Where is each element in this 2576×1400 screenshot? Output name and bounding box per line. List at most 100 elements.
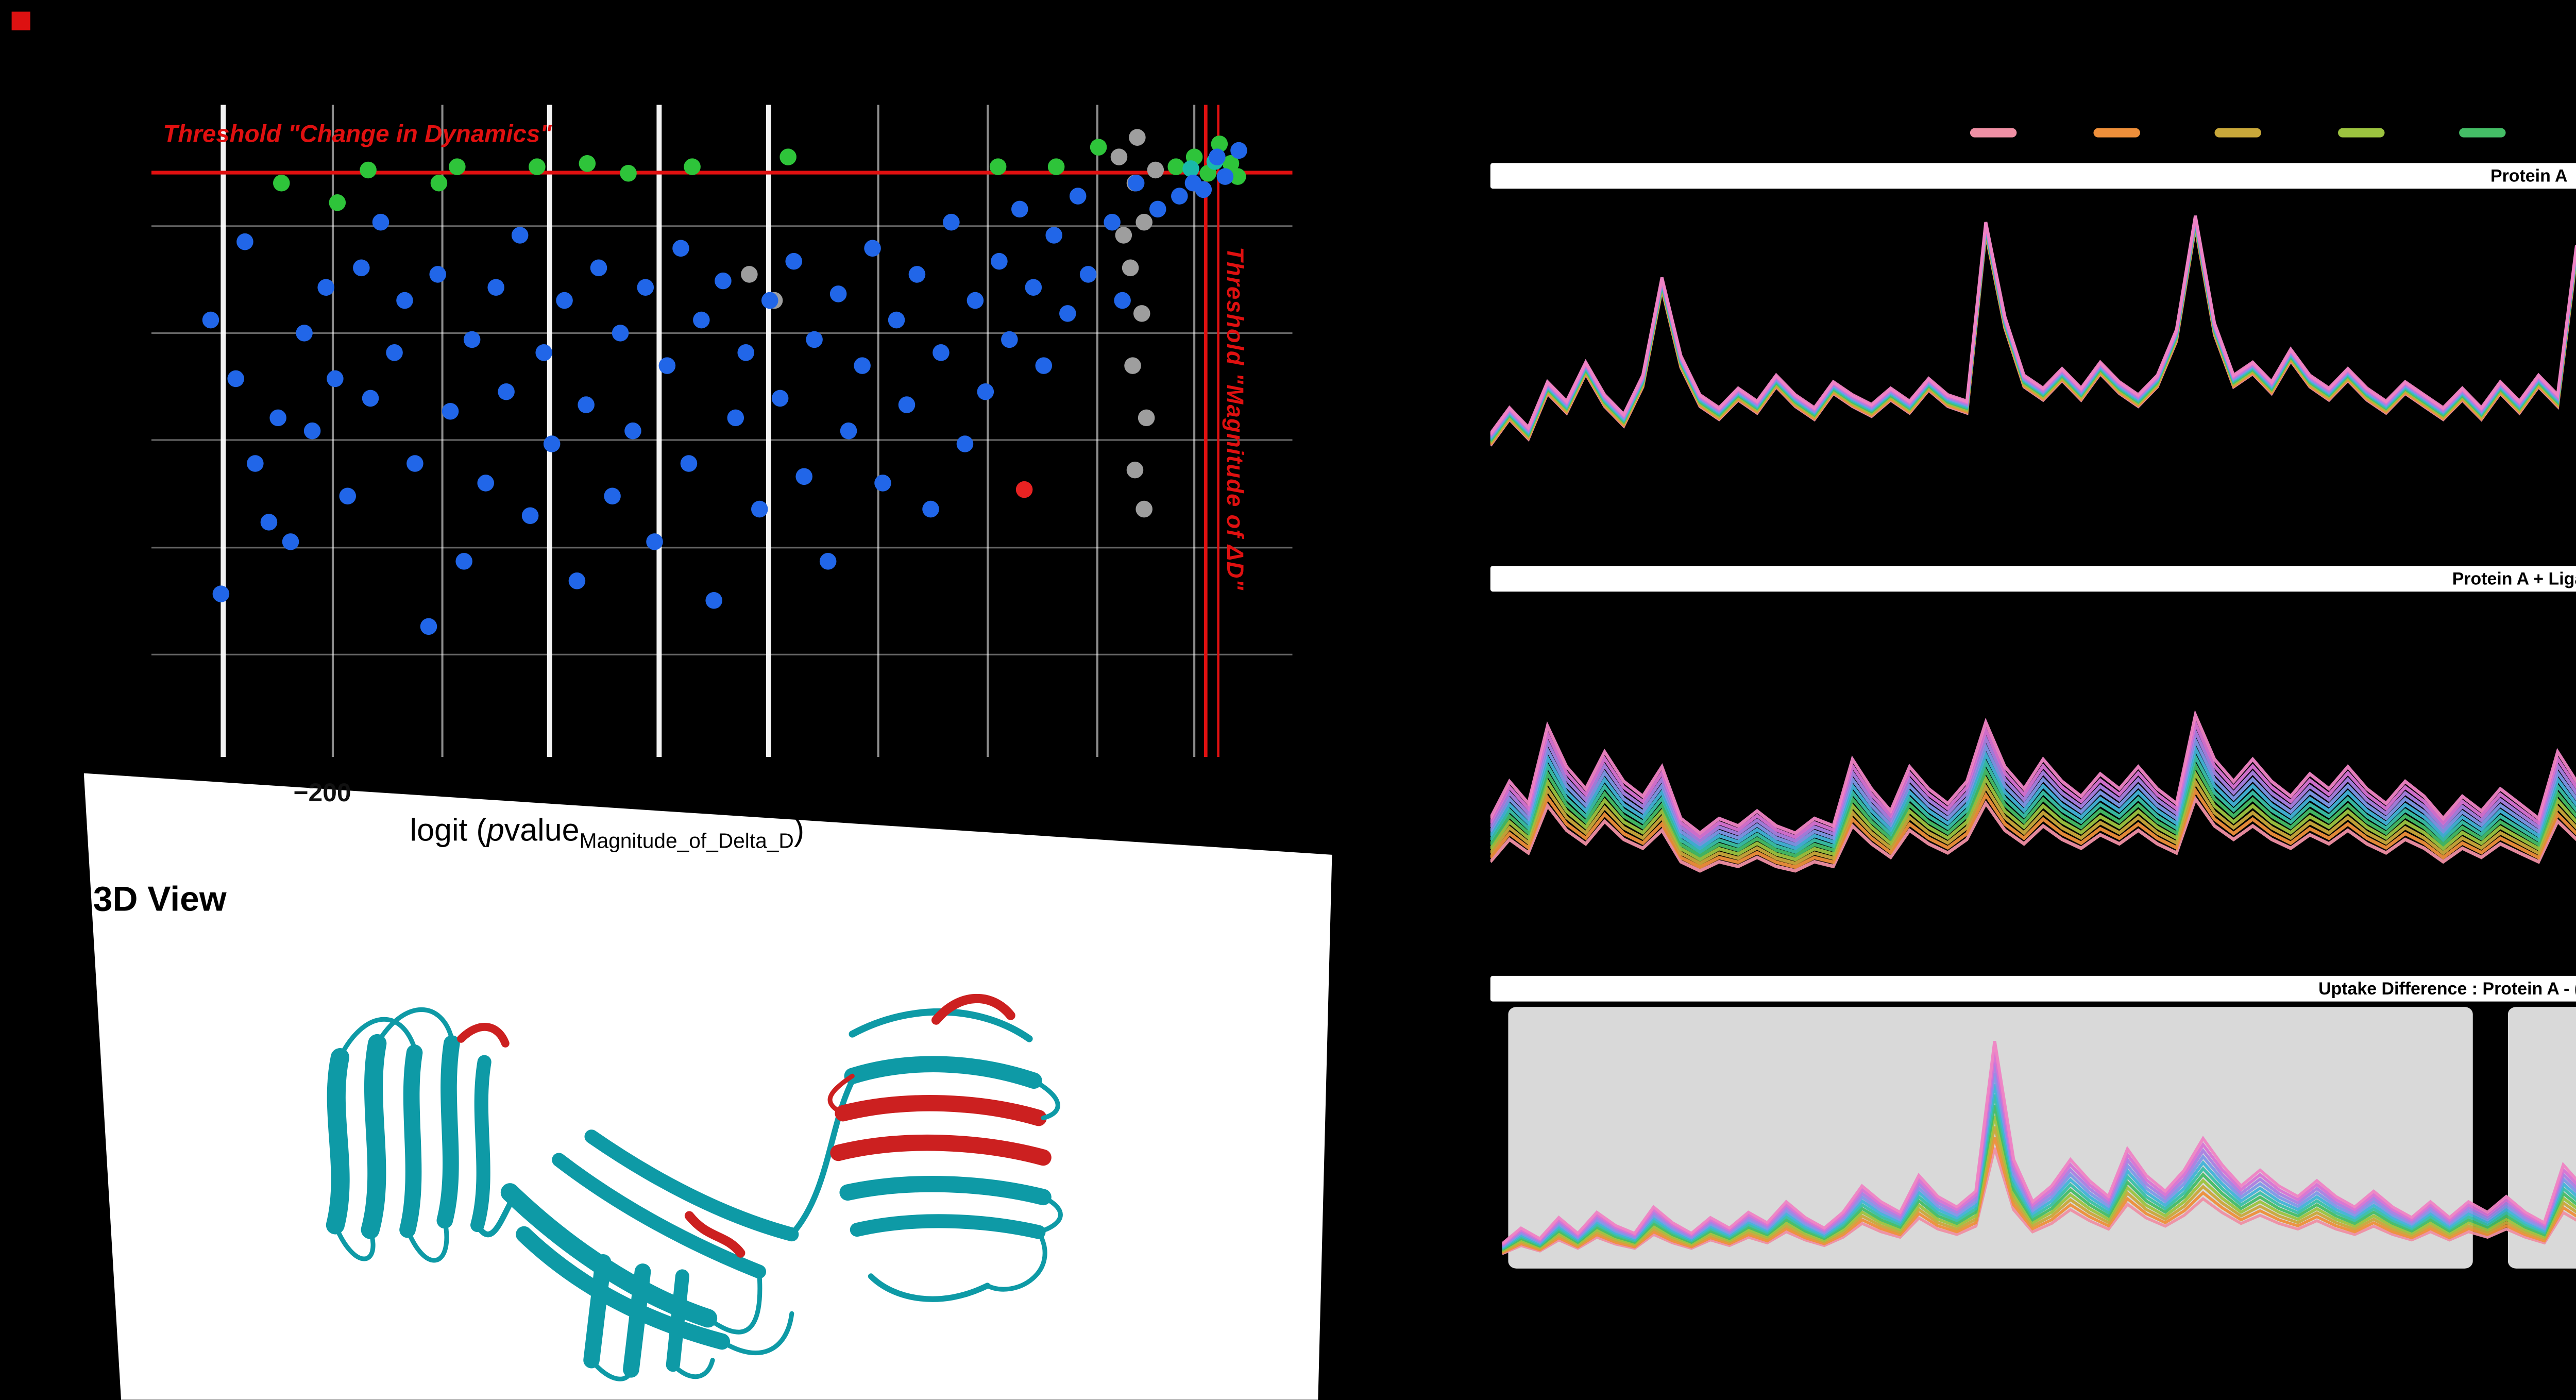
uptake-chart-protein-a[interactable] [1490,189,2576,543]
scatter-point[interactable] [372,213,389,231]
uptake-chart-protein-a-ligand[interactable] [1490,592,2576,941]
uptake-trace[interactable] [1502,1062,2576,1255]
scatter-point[interactable] [761,292,778,309]
scatter-point[interactable] [212,585,230,602]
scatter-point[interactable] [1182,160,1199,177]
scatter-point[interactable] [751,500,768,518]
scatter-point[interactable] [908,266,926,283]
scatter-point[interactable] [1122,259,1139,277]
scatter-point[interactable] [658,357,676,374]
scatter-point[interactable] [260,514,278,531]
scatter-point[interactable] [1211,136,1228,153]
scatter-point[interactable] [430,175,448,192]
scatter-point[interactable] [227,370,244,387]
scatter-point[interactable] [898,396,916,413]
scatter-point[interactable] [1229,168,1246,185]
scatter-point[interactable] [386,344,403,361]
uptake-trace[interactable] [1490,592,2576,835]
scatter-point[interactable] [1136,213,1153,231]
scatter-point[interactable] [1195,181,1212,198]
uptake-trace[interactable] [1502,1041,2576,1254]
scatter-point[interactable] [1138,409,1155,427]
scatter-point[interactable] [1090,139,1107,156]
scatter-point[interactable] [236,233,253,250]
scatter-point[interactable] [680,455,698,472]
uptake-trace[interactable] [1502,1094,2576,1257]
scatter-point[interactable] [1047,158,1065,175]
scatter-point[interactable] [1127,175,1145,192]
uptake-trace[interactable] [1490,215,2576,435]
scatter-point[interactable] [1126,461,1144,479]
uptake-trace[interactable] [1502,1126,2576,1258]
scatter-point[interactable] [1147,161,1164,179]
scatter-point[interactable] [362,390,379,407]
scatter-point[interactable] [1149,200,1166,218]
protein-3d-structure[interactable] [242,969,1127,1393]
scatter-point[interactable] [977,383,994,400]
scatter-point[interactable] [543,435,561,452]
scatter-point[interactable] [779,148,796,165]
scatter-point[interactable] [282,533,299,550]
scatter-point[interactable] [529,158,546,175]
scatter-point[interactable] [521,507,539,524]
scatter-point[interactable] [637,279,654,296]
scatter-point[interactable] [360,161,377,179]
scatter-point[interactable] [1171,188,1188,205]
scatter-point[interactable] [646,533,663,550]
uptake-trace[interactable] [1490,225,2576,465]
scatter-point[interactable] [864,240,881,257]
uptake-trace[interactable] [1502,1083,2576,1256]
scatter-point[interactable] [568,572,586,589]
uptake-trace[interactable] [1502,1136,2576,1259]
scatter-point[interactable] [705,592,722,609]
scatter-point[interactable] [1035,357,1053,374]
scatter-point[interactable] [556,292,573,309]
scatter-point[interactable] [498,383,515,400]
scatter-point[interactable] [1059,305,1076,322]
scatter-point[interactable] [1124,357,1141,374]
scatter-point[interactable] [1216,168,1234,185]
scatter-point[interactable] [1069,188,1087,205]
scatter-point[interactable] [715,272,732,290]
scatter-point[interactable] [429,266,446,283]
uptake-difference-chart[interactable] [1502,1002,2576,1274]
uptake-trace[interactable] [1502,1105,2576,1258]
uptake-trace[interactable] [1490,223,2576,451]
scatter-point[interactable] [1045,227,1062,244]
legend-swatch[interactable] [2336,128,2384,137]
scatter-point[interactable] [624,422,641,440]
scatter-point[interactable] [455,553,472,570]
scatter-point[interactable] [991,252,1008,270]
scatter-point[interactable] [1115,227,1132,244]
uptake-trace[interactable] [1502,1115,2576,1258]
scatter-point[interactable] [406,455,423,472]
scatter-point[interactable] [1136,500,1153,518]
scatter-point[interactable] [693,311,710,329]
scatter-point[interactable] [1167,158,1184,175]
scatter-point[interactable] [1110,148,1128,165]
scatter-point[interactable] [353,259,370,277]
scatter-point[interactable] [874,475,891,492]
scatter-point[interactable] [1209,148,1226,165]
scatter-point[interactable] [806,331,823,348]
scatter-point[interactable] [396,292,413,309]
scatter-point[interactable] [1104,213,1121,231]
uptake-trace[interactable] [1490,227,2576,473]
scatter-point[interactable] [1222,155,1240,172]
scatter-point[interactable] [620,165,637,182]
scatter-point[interactable] [327,370,344,387]
scatter-point[interactable] [339,487,357,505]
scatter-point[interactable] [329,194,346,211]
uptake-trace[interactable] [1502,1051,2576,1255]
scatter-point[interactable] [612,325,629,342]
scatter-point[interactable] [604,487,621,505]
scatter-point[interactable] [420,618,437,635]
scatter-point[interactable] [511,227,529,244]
scatter-point[interactable] [737,344,754,361]
scatter-point[interactable] [840,422,857,440]
scatter-point[interactable] [1001,331,1018,348]
scatter-point[interactable] [1025,279,1042,296]
scatter-point[interactable] [785,252,803,270]
scatter-point[interactable] [463,331,481,348]
scatter-point[interactable] [1011,200,1028,218]
